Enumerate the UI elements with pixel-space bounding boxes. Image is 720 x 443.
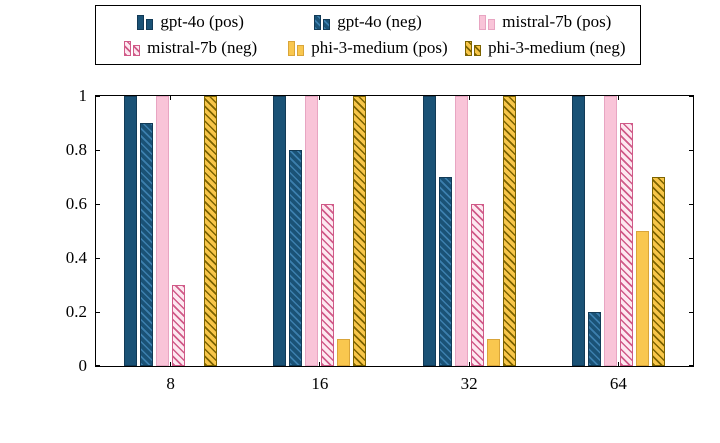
x-tick-label: 16 [311, 374, 329, 393]
y-tick-mark [96, 149, 100, 151]
legend-swatch-icon [124, 40, 141, 56]
bar-mistral-7b-neg-x8 [172, 285, 186, 366]
legend-swatch [314, 15, 322, 30]
y-tick-label: 0 [78, 356, 88, 375]
y-tick-mark [689, 96, 693, 97]
bar-gpt-4o-neg-x8 [140, 123, 154, 366]
bar-phi-3-medium-neg-x32 [502, 96, 516, 366]
y-tick-label: 0.8 [65, 140, 87, 159]
y-tick-mark [689, 203, 693, 205]
legend-entry-gpt-4o-pos: gpt-4o (pos) [102, 9, 279, 35]
y-tick-mark [96, 203, 100, 205]
legend-label: phi-3-medium (pos) [311, 38, 448, 57]
legend-entry-mistral-7b-neg: mistral-7b (neg) [102, 35, 279, 61]
y-tick-mark [689, 311, 693, 313]
x-tick-mark [319, 362, 321, 366]
bar-phi-3-medium-neg-x64 [651, 177, 665, 366]
legend-swatch [137, 15, 145, 30]
legend-swatch-icon [137, 14, 154, 30]
y-tick-mark [96, 257, 100, 259]
y-tick-mark [689, 149, 693, 151]
legend-swatch [288, 41, 296, 56]
legend-swatch-icon [288, 40, 305, 56]
legend-entry-mistral-7b-pos: mistral-7b (pos) [457, 9, 634, 35]
bar-mistral-7b-pos-x8 [156, 96, 170, 366]
y-tick-mark [96, 96, 100, 97]
y-tick-label: 1 [78, 86, 88, 105]
bar-phi-3-medium-pos-x32 [486, 339, 500, 366]
legend-swatch [479, 15, 487, 30]
legend-label: mistral-7b (neg) [147, 38, 258, 57]
bar-mistral-7b-neg-x64 [619, 123, 633, 366]
legend-swatch-icon [465, 40, 482, 56]
bar-gpt-4o-pos-x8 [124, 96, 138, 366]
x-tick-mark [468, 362, 470, 366]
x-tick-mark [170, 96, 172, 100]
bar-gpt-4o-neg-x64 [587, 312, 601, 366]
bar-phi-3-medium-neg-x8 [204, 96, 218, 366]
bar-gpt-4o-neg-x32 [438, 177, 452, 366]
y-tick-mark [689, 257, 693, 259]
bar-gpt-4o-pos-x64 [571, 96, 585, 366]
x-tick-label: 64 [609, 374, 627, 393]
legend-swatch [465, 41, 473, 56]
legend-entry-gpt-4o-neg: gpt-4o (neg) [279, 9, 456, 35]
legend-entry-phi-3-medium-neg: phi-3-medium (neg) [457, 35, 634, 61]
legend-swatch [474, 45, 482, 56]
x-tick-mark [319, 96, 321, 100]
legend-swatch [124, 41, 132, 56]
bar-gpt-4o-pos-x16 [273, 96, 287, 366]
bar-mistral-7b-pos-x32 [454, 96, 468, 366]
legend-label: phi-3-medium (neg) [488, 38, 626, 57]
y-tick-label: 0.4 [65, 248, 87, 267]
legend-entry-phi-3-medium-pos: phi-3-medium (pos) [279, 35, 456, 61]
legend-swatch-icon [314, 14, 331, 30]
bar-phi-3-medium-pos-x16 [337, 339, 351, 366]
y-tick-mark [96, 311, 100, 313]
legend-label: gpt-4o (neg) [337, 12, 422, 31]
x-tick-mark [617, 362, 619, 366]
bar-phi-3-medium-neg-x16 [353, 96, 367, 366]
y-tick-label: 0.6 [65, 194, 87, 213]
y-tick-mark [96, 365, 100, 366]
legend-label: mistral-7b (pos) [502, 12, 612, 31]
bar-mistral-7b-neg-x32 [470, 204, 484, 366]
legend-swatch [323, 19, 331, 30]
x-tick-label: 32 [460, 374, 478, 393]
x-tick-mark [617, 96, 619, 100]
bar-gpt-4o-pos-x32 [422, 96, 436, 366]
bar-mistral-7b-pos-x16 [305, 96, 319, 366]
y-tick-mark [689, 365, 693, 366]
legend: gpt-4o (pos) gpt-4o (neg) mistral-7b (pos)… [95, 5, 641, 65]
legend-swatch-icon [479, 14, 496, 30]
plot-area: 0 0.2 0.4 0.6 0.8 1 8 16 32 64 [66, 87, 694, 393]
legend-swatch [488, 19, 496, 30]
x-tick-mark [468, 96, 470, 100]
x-tick-mark [170, 362, 172, 366]
legend-swatch [297, 45, 305, 56]
legend-swatch [146, 19, 154, 30]
bar-phi-3-medium-pos-x64 [635, 231, 649, 366]
y-tick-label: 0.2 [65, 302, 87, 321]
legend-swatch [133, 45, 141, 56]
bar-mistral-7b-neg-x16 [321, 204, 335, 366]
x-tick-label: 8 [166, 374, 175, 393]
legend-label: gpt-4o (pos) [160, 12, 244, 31]
bar-mistral-7b-pos-x64 [603, 96, 617, 366]
bar-gpt-4o-neg-x16 [289, 150, 303, 366]
